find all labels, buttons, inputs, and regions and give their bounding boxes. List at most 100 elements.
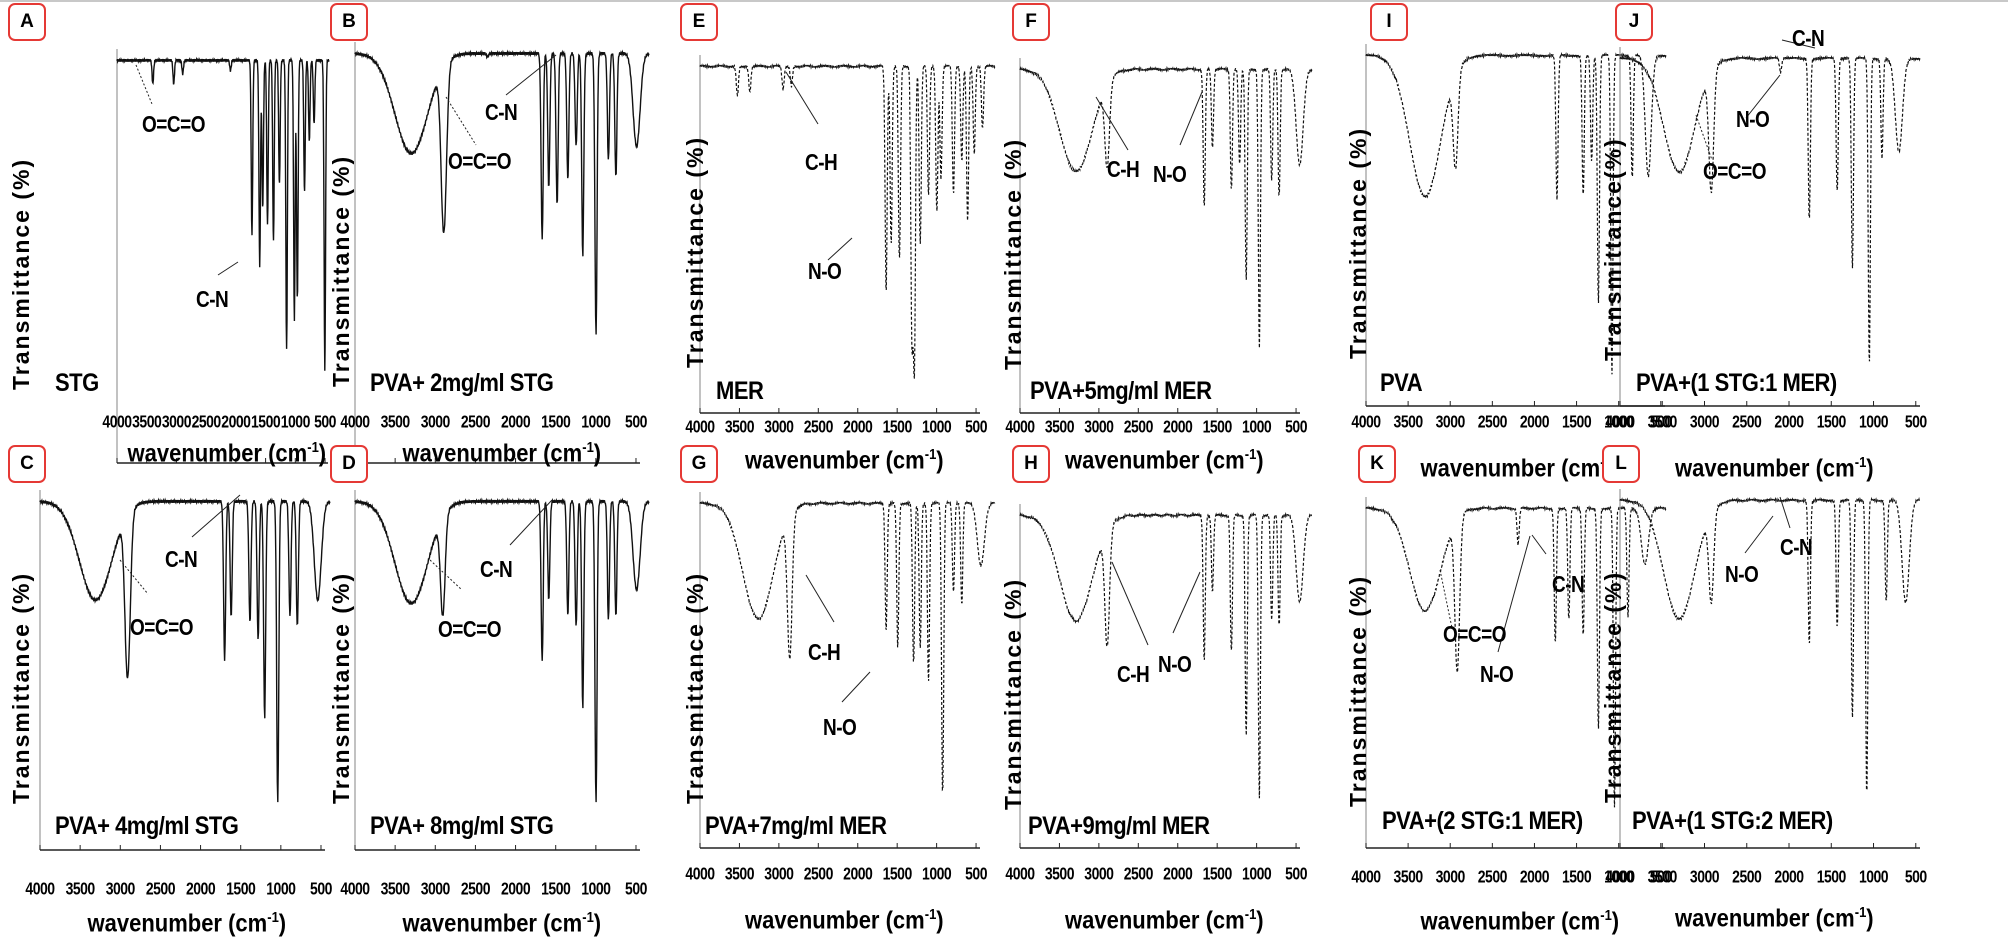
x-axis-label-text: wavenumber (cm	[1675, 903, 1855, 933]
x-tick-label: 4000	[1605, 411, 1635, 431]
bond-annotation-ch: C-H	[1117, 662, 1150, 688]
bond-annotation-cn: C-N	[165, 547, 198, 573]
x-tick-label: 1000	[1604, 411, 1634, 431]
x-axis-label-exponent: -1	[1600, 906, 1612, 924]
panel-label-badge: K	[1358, 445, 1396, 483]
x-axis-label: wavenumber (cm-1)	[88, 908, 287, 938]
x-tick-label: 1000	[1242, 863, 1272, 883]
x-tick-label: 3500	[1647, 866, 1678, 886]
x-tick-label: 2000	[843, 416, 873, 436]
spectrum-line	[699, 499, 996, 792]
annotation-arrow	[509, 499, 553, 546]
x-axis-label: wavenumber (cm-1)	[403, 438, 602, 468]
bond-annotation-ch: C-H	[808, 640, 841, 666]
x-tick-label: 500	[1649, 866, 1672, 886]
x-tick-label: 3500	[1044, 863, 1075, 883]
x-tick-label: 2500	[1477, 866, 1508, 886]
annotation-arrow	[119, 559, 149, 595]
x-axis-label: wavenumber (cm-1)	[745, 905, 944, 935]
x-tick-label: 2500	[803, 416, 834, 436]
x-tick-label: 500	[625, 878, 647, 898]
panel-label-badge: D	[330, 445, 368, 483]
x-tick-label: 4000	[102, 411, 132, 431]
panel-label-badge: C	[8, 445, 46, 483]
x-tick-label: 3000	[764, 416, 794, 436]
x-tick-label: 2000	[1519, 866, 1550, 886]
x-axis-label-exponent: -1	[267, 908, 279, 926]
bond-annotation-no: N-O	[1153, 162, 1187, 188]
x-tick-label: 1000	[1242, 416, 1272, 436]
annotation-arrow	[1172, 571, 1201, 634]
x-tick-label: 3000	[1435, 411, 1466, 431]
bond-annotation-oco: O=C=O	[142, 112, 205, 138]
spectrum-line	[1619, 496, 1921, 792]
panel-label-badge: F	[1012, 3, 1050, 41]
annotation-arrow	[1531, 534, 1547, 555]
bond-annotation-no: N-O	[808, 259, 842, 285]
x-axis-label-text: wavenumber (cm	[87, 908, 268, 938]
spectrum-line	[1619, 54, 1921, 362]
x-axis-label-exponent: -1	[1244, 445, 1257, 463]
x-axis-label-text: wavenumber (cm	[745, 905, 925, 935]
x-tick-label: 4000	[1605, 866, 1635, 886]
x-tick-label: 1000	[1858, 411, 1889, 431]
x-tick-label: 1000	[922, 863, 952, 883]
annotation-arrow	[445, 96, 477, 146]
x-tick-label: 1000	[581, 878, 611, 898]
x-tick-label: 1000	[1604, 866, 1634, 886]
x-tick-label: 2000	[1519, 411, 1550, 431]
annotation-arrow	[1439, 569, 1453, 629]
x-axis-label-exponent: -1	[582, 908, 594, 926]
x-tick-label: 1500	[1202, 863, 1233, 883]
x-tick-label: 3500	[724, 416, 755, 436]
x-tick-label: 2000	[500, 878, 531, 898]
x-tick-label: 2500	[191, 411, 222, 431]
annotation-arrow	[1111, 561, 1149, 646]
spectrum-line	[39, 497, 331, 803]
sample-label: PVA+ 4mg/ml STG	[55, 811, 239, 840]
x-tick-label: 3000	[420, 411, 451, 431]
x-axis-label: wavenumber (cm-1)	[128, 438, 327, 468]
x-tick-label: 1000	[922, 416, 952, 436]
panel-label-badge: L	[1602, 445, 1640, 483]
x-tick-label: 4000	[1005, 416, 1035, 436]
x-tick-label: 3500	[132, 411, 162, 431]
bond-annotation-cn: C-N	[480, 557, 513, 583]
x-axis-label-exponent: -1	[1244, 905, 1257, 923]
x-tick-label: 3000	[105, 878, 136, 898]
x-axis-label: wavenumber (cm-1)	[745, 445, 944, 475]
x-tick-label: 3000	[1084, 416, 1114, 436]
x-tick-label: 1500	[1561, 866, 1592, 886]
sample-label: STG	[55, 368, 99, 397]
x-axis-label-exponent: -1	[1854, 453, 1867, 471]
x-axis-label-exponent: -1	[1854, 903, 1867, 921]
x-tick-label: 3000	[1084, 863, 1114, 883]
x-tick-label: 2500	[1123, 863, 1154, 883]
annotation-arrow	[217, 261, 239, 276]
sample-label: PVA+9mg/ml MER	[1028, 811, 1210, 840]
annotation-arrow	[827, 237, 853, 261]
x-tick-label: 2500	[1123, 416, 1154, 436]
x-tick-label: 3500	[380, 411, 411, 431]
x-tick-label: 1500	[1816, 866, 1847, 886]
x-axis-label-close: )	[318, 438, 327, 468]
annotation-arrow	[1497, 535, 1531, 653]
x-tick-label: 4000	[1351, 411, 1381, 431]
x-tick-label: 3000	[1435, 866, 1466, 886]
x-tick-label: 1500	[541, 411, 571, 431]
x-tick-label: 500	[965, 416, 987, 436]
x-axis-label-close: )	[1256, 445, 1264, 475]
spectrum-line	[354, 49, 650, 335]
spectrum-line	[116, 56, 330, 371]
x-axis-label-exponent: -1	[924, 445, 937, 463]
x-tick-label: 4000	[25, 878, 55, 898]
x-tick-label: 4000	[685, 416, 715, 436]
bond-annotation-no: N-O	[823, 715, 857, 741]
x-axis-label-close: )	[1611, 906, 1620, 936]
x-axis-label-exponent: -1	[582, 438, 594, 456]
x-tick-label: 1000	[266, 878, 296, 898]
x-axis-label-text: wavenumber (cm	[402, 438, 583, 468]
